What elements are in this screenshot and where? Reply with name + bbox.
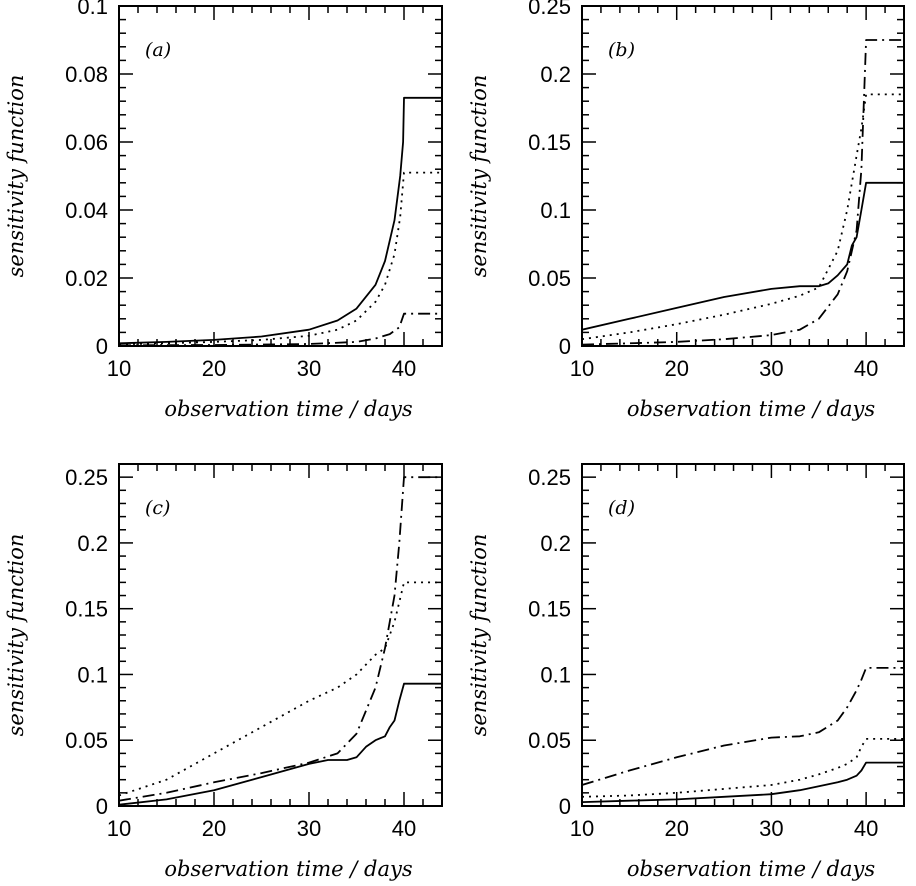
x-axis-title: observation time / days [164,857,412,881]
y-axis-title: sensitivity function [467,75,491,278]
series-line-dash-dot [582,39,904,346]
plot-frame [118,5,443,347]
y-axis-title: sensitivity function [4,75,28,278]
series-line-solid [119,682,442,806]
series-line-solid [582,181,904,331]
y-tick-label: 0.15 [528,597,571,622]
panel-label: (d) [608,497,635,519]
x-tick-label: 20 [202,356,226,381]
plot-frame [581,5,905,347]
y-tick-label: 0.02 [65,266,108,291]
panel-b: 10 20 30 40 0 0.05 0.1 0.15 0.2 0.25 observation t… [467,0,905,421]
x-tick-label: 10 [570,356,594,381]
y-tick-label: 0.1 [540,662,571,687]
x-tick-label: 30 [759,356,783,381]
x-tick-label: 10 [107,816,131,841]
series-line-solid [582,761,904,803]
y-tick-label: 0.1 [77,662,108,687]
series-line-dotted [582,93,904,341]
panel-label: (a) [145,39,171,61]
y-tick-label: 0.05 [528,728,571,753]
x-tick-label: 20 [664,356,688,381]
series-line-dash-dot [582,667,904,786]
panel-label: (c) [145,497,170,519]
x-axis-title: observation time / days [164,397,412,421]
y-tick-label: 0.05 [528,266,571,291]
y-tick-label: 0.25 [528,0,571,19]
y-tick-label: 0.15 [65,597,108,622]
x-tick-label: 40 [854,816,878,841]
y-tick-label: 0 [559,794,571,819]
y-tick-label: 0.08 [65,62,108,87]
panel-c: 10 20 30 40 0 0.05 0.1 0.15 0.2 0.25 observation t… [4,463,443,881]
x-tick-label: 30 [297,356,321,381]
y-tick-label: 0 [559,334,571,359]
y-tick-label: 0.15 [528,130,571,155]
x-tick-label: 40 [392,816,416,841]
y-tick-label: 0 [96,794,108,819]
panel-d: 10 20 30 40 0 0.05 0.1 0.15 0.2 0.25 observation t… [467,463,905,881]
x-axis-title: observation time / days [627,397,875,421]
y-tick-label: 0.25 [528,465,571,490]
y-tick-label: 0.05 [65,728,108,753]
y-tick-label: 0.04 [65,198,108,223]
y-tick-label: 0.1 [540,198,571,223]
x-tick-label: 40 [392,356,416,381]
panel-a: 10 20 30 40 0 0.02 0.04 0.06 0.08 0.1 observation … [4,0,443,421]
y-axis-title: sensitivity function [4,534,28,737]
y-tick-label: 0.25 [65,465,108,490]
x-tick-label: 10 [107,356,131,381]
series-line-dash-dot [119,476,442,802]
x-tick-label: 30 [759,816,783,841]
series-line-dotted [119,581,442,797]
y-tick-label: 0.2 [77,531,108,556]
x-axis-title: observation time / days [627,857,875,881]
x-tick-label: 20 [664,816,688,841]
y-tick-label: 0.2 [540,531,571,556]
series-line-dotted [582,738,904,798]
y-tick-label: 0.1 [77,0,108,19]
y-tick-label: 0.2 [540,62,571,87]
x-tick-label: 20 [202,816,226,841]
y-axis-title: sensitivity function [467,534,491,737]
x-tick-label: 30 [297,816,321,841]
series-line-solid [119,96,442,345]
y-tick-label: 0.06 [65,130,108,155]
series-line-dotted [119,171,442,346]
x-tick-label: 40 [854,356,878,381]
x-tick-label: 10 [570,816,594,841]
series-line-dash-dot [119,312,442,346]
y-tick-label: 0 [96,334,108,359]
panel-label: (b) [608,39,635,61]
